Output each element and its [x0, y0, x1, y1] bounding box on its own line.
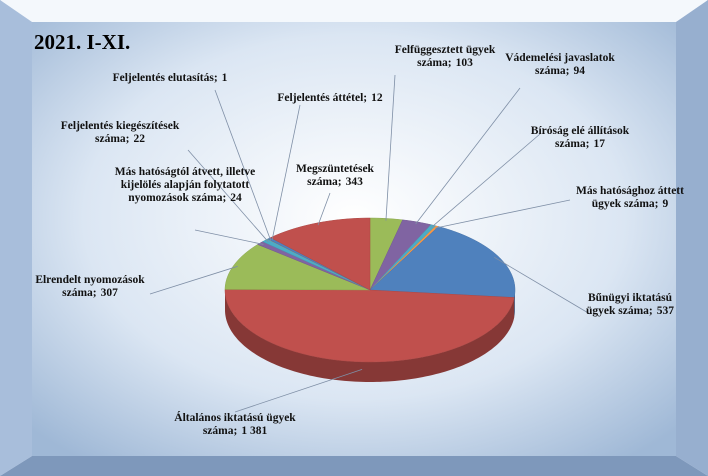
leader-line [415, 87, 521, 225]
label-category: Más hatóságtól átvett, illetve kijelölés… [114, 166, 256, 204]
label-category: Feljelentés áttétel; [277, 92, 368, 104]
data-label: Más hatósághoz áttett ügyek száma; 9 [570, 185, 690, 211]
label-value: 24 [230, 192, 242, 204]
slice [369, 226, 516, 298]
leader-line [271, 104, 301, 240]
data-label: Bíróság elé állítások száma; 17 [520, 125, 640, 151]
bevel [0, 0, 708, 22]
data-label: Feljelentés áttétel; 12 [255, 92, 405, 105]
label-category: Felfüggesztett ügyek száma; [394, 44, 496, 69]
bevel [676, 0, 708, 476]
label-category: Feljelentés elutasítás; [112, 72, 218, 84]
leader-line [385, 74, 396, 221]
leader-line [494, 256, 591, 315]
label-value: 9 [662, 198, 669, 210]
data-label: Más hatóságtól átvett, illetve kijelölés… [110, 166, 260, 205]
data-label: Elrendelt nyomozások száma; 307 [30, 274, 150, 300]
label-value: 22 [133, 133, 146, 145]
label-category: Általános iktatású ügyek száma; [174, 412, 296, 437]
label-value: 12 [371, 92, 383, 104]
label-value: 537 [656, 305, 674, 317]
label-value: 1 381 [241, 425, 268, 437]
data-label: Feljelentés kiegészítések száma; 22 [60, 120, 180, 146]
leader-line [435, 199, 571, 229]
data-label: Vádemelési javaslatok száma; 94 [500, 52, 620, 78]
label-value: 1 [221, 72, 228, 84]
label-value: 307 [100, 287, 118, 299]
slice [224, 289, 515, 363]
label-value: 343 [345, 176, 363, 188]
slice [269, 217, 371, 291]
label-category: Feljelentés kiegészítések száma; [60, 120, 180, 145]
data-label: Bűnügyi iktatású ügyek száma; 537 [575, 292, 685, 318]
label-category: Megszüntetések száma; [296, 163, 374, 188]
bevel [0, 0, 32, 476]
leader-line [234, 369, 363, 413]
label-category: Bűnügyi iktatású ügyek száma; [585, 292, 673, 317]
label-value: 103 [455, 57, 473, 69]
label-category: Vádemelési javaslatok száma; [505, 52, 615, 77]
label-category: Bíróság elé állítások száma; [530, 125, 630, 150]
leader-line [194, 229, 264, 245]
data-label: Megszüntetések száma; 343 [280, 163, 390, 189]
label-value: 17 [593, 138, 606, 150]
slice [224, 244, 371, 291]
chart-title: 2021. I-XI. [34, 30, 131, 54]
leader-line [214, 89, 272, 241]
label-category: Elrendelt nyomozások száma; [35, 274, 145, 299]
data-label: Felfüggesztett ügyek száma; 103 [380, 44, 510, 70]
data-label: Általános iktatású ügyek száma; 1 381 [165, 412, 305, 438]
slice-side [225, 290, 515, 382]
leader-line [149, 265, 238, 295]
data-label: Feljelentés elutasítás; 1 [105, 72, 235, 85]
leader-line [431, 133, 541, 228]
leader-line [187, 149, 269, 243]
bevel [0, 456, 708, 476]
label-category: Más hatósághoz áttett ügyek száma; [576, 185, 684, 210]
label-value: 94 [573, 65, 586, 77]
leader-line [317, 192, 331, 226]
